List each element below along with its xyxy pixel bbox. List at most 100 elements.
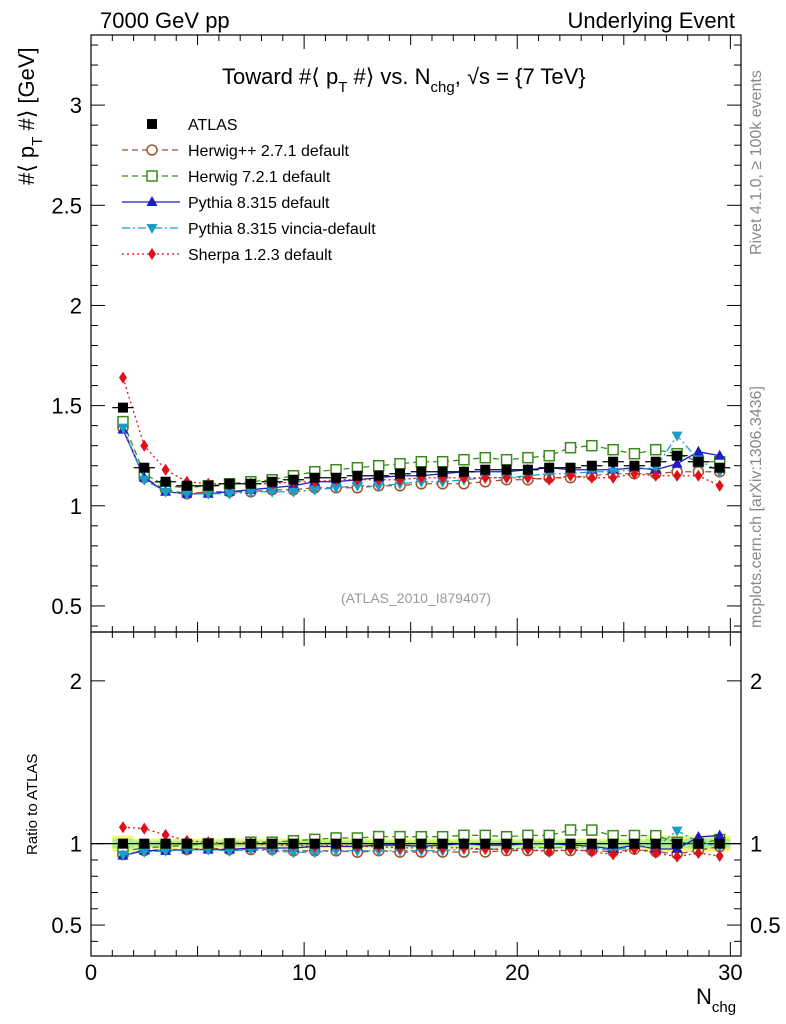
ratio-series-line — [122, 829, 720, 856]
legend-label: Pythia 8.315 vincia-default — [188, 221, 376, 238]
ratio-axis-label: Ratio to ATLAS — [24, 754, 41, 855]
ratio-point — [671, 826, 683, 837]
data-point — [266, 487, 278, 498]
axis-ticks — [90, 35, 741, 956]
data-point — [502, 471, 511, 484]
legend-entry-pythia-vincia: Pythia 8.315 vincia-default — [122, 221, 376, 238]
data-point — [372, 459, 385, 472]
data-point — [545, 473, 554, 486]
data-point — [140, 439, 149, 452]
data-point — [118, 371, 127, 384]
ratio-point — [140, 822, 149, 835]
data-point — [117, 402, 128, 413]
data-point — [181, 489, 193, 500]
data-point — [309, 472, 320, 483]
data-point — [309, 485, 321, 496]
data-point — [436, 455, 449, 468]
ratio-point — [672, 838, 683, 849]
ratio-point — [373, 838, 384, 849]
y-tick-label: 0.5 — [51, 594, 82, 619]
ratio-plot-frame — [90, 631, 742, 957]
ratio-point — [416, 838, 427, 849]
ratio-point — [608, 838, 619, 849]
data-point — [351, 481, 363, 492]
data-point — [587, 471, 596, 484]
ratio-point — [458, 838, 469, 849]
data-point — [138, 475, 150, 486]
y-tick-label: 2 — [70, 293, 82, 318]
ratio-point — [395, 838, 406, 849]
ratio-tick-label-right: 0.5 — [750, 913, 781, 938]
data-point — [288, 474, 299, 485]
data-point — [628, 447, 641, 460]
data-point — [287, 487, 299, 498]
legend-marker — [146, 224, 158, 234]
ratio-point — [650, 838, 661, 849]
ratio-point — [331, 838, 342, 849]
ratio-point — [266, 846, 278, 857]
ratio-point — [480, 838, 491, 849]
data-point — [202, 489, 214, 500]
legend-label: Sherpa 1.2.3 default — [188, 247, 333, 264]
data-point — [630, 467, 639, 480]
data-point — [544, 462, 555, 473]
ratio-point — [714, 838, 725, 849]
x-tick-label: 20 — [505, 960, 529, 985]
legend-marker — [148, 248, 156, 260]
ratio-point — [437, 838, 448, 849]
data-point — [160, 487, 172, 498]
data-point — [352, 470, 363, 481]
x-tick-label: 0 — [85, 960, 97, 985]
x-axis-label: Nchg — [696, 984, 736, 1016]
ratio-point — [565, 838, 576, 849]
data-point — [522, 451, 534, 464]
series-atlas — [112, 402, 731, 491]
x-tick-label: 10 — [292, 960, 316, 985]
ratio-point — [245, 838, 256, 849]
legend-label: Herwig++ 2.7.1 default — [188, 143, 350, 160]
ratio-point — [352, 838, 363, 849]
data-point — [651, 469, 660, 482]
data-point — [181, 480, 192, 491]
data-point — [117, 423, 129, 434]
rivet-version-text: Rivet 4.1.0, ≥ 100k events — [748, 70, 765, 255]
legend-marker — [146, 170, 158, 182]
ratio-point — [161, 828, 170, 841]
data-point — [458, 453, 470, 466]
data-point — [161, 463, 170, 476]
legend-marker — [147, 119, 157, 129]
data-point — [694, 469, 703, 482]
legend-entry-herwigpp: Herwig++ 2.7.1 default — [122, 143, 350, 160]
data-point — [500, 453, 513, 466]
ratio-tick-label-right: 2 — [750, 669, 762, 694]
data-point — [416, 466, 427, 477]
data-point — [672, 450, 683, 461]
ratio-point — [586, 838, 597, 849]
legend-entry-atlas: ATLAS — [147, 117, 238, 134]
ratio-point — [673, 850, 682, 863]
data-point — [160, 476, 171, 487]
data-point — [671, 457, 683, 468]
data-point — [480, 464, 491, 475]
data-point — [715, 479, 724, 492]
data-point — [586, 439, 598, 452]
ratio-point — [609, 848, 618, 861]
ratio-point — [309, 848, 321, 859]
data-point — [203, 480, 214, 491]
data-point — [479, 451, 492, 464]
ratio-point — [651, 847, 660, 860]
data-point — [629, 460, 640, 471]
ratio-point — [587, 845, 596, 858]
data-point — [331, 472, 342, 483]
header-right: Underlying Event — [567, 8, 735, 33]
ratio-point — [181, 838, 192, 849]
data-point — [267, 476, 278, 487]
legend-label: Pythia 8.315 default — [188, 195, 330, 212]
ratio-tick-label: 1 — [70, 832, 82, 857]
y-axis-label: #⟨ pT #⟩ [GeV] — [14, 47, 46, 185]
data-point — [609, 471, 618, 484]
y-tick-label: 2.5 — [51, 193, 82, 218]
data-point — [693, 456, 704, 467]
data-point — [245, 487, 257, 498]
data-point — [566, 469, 575, 482]
